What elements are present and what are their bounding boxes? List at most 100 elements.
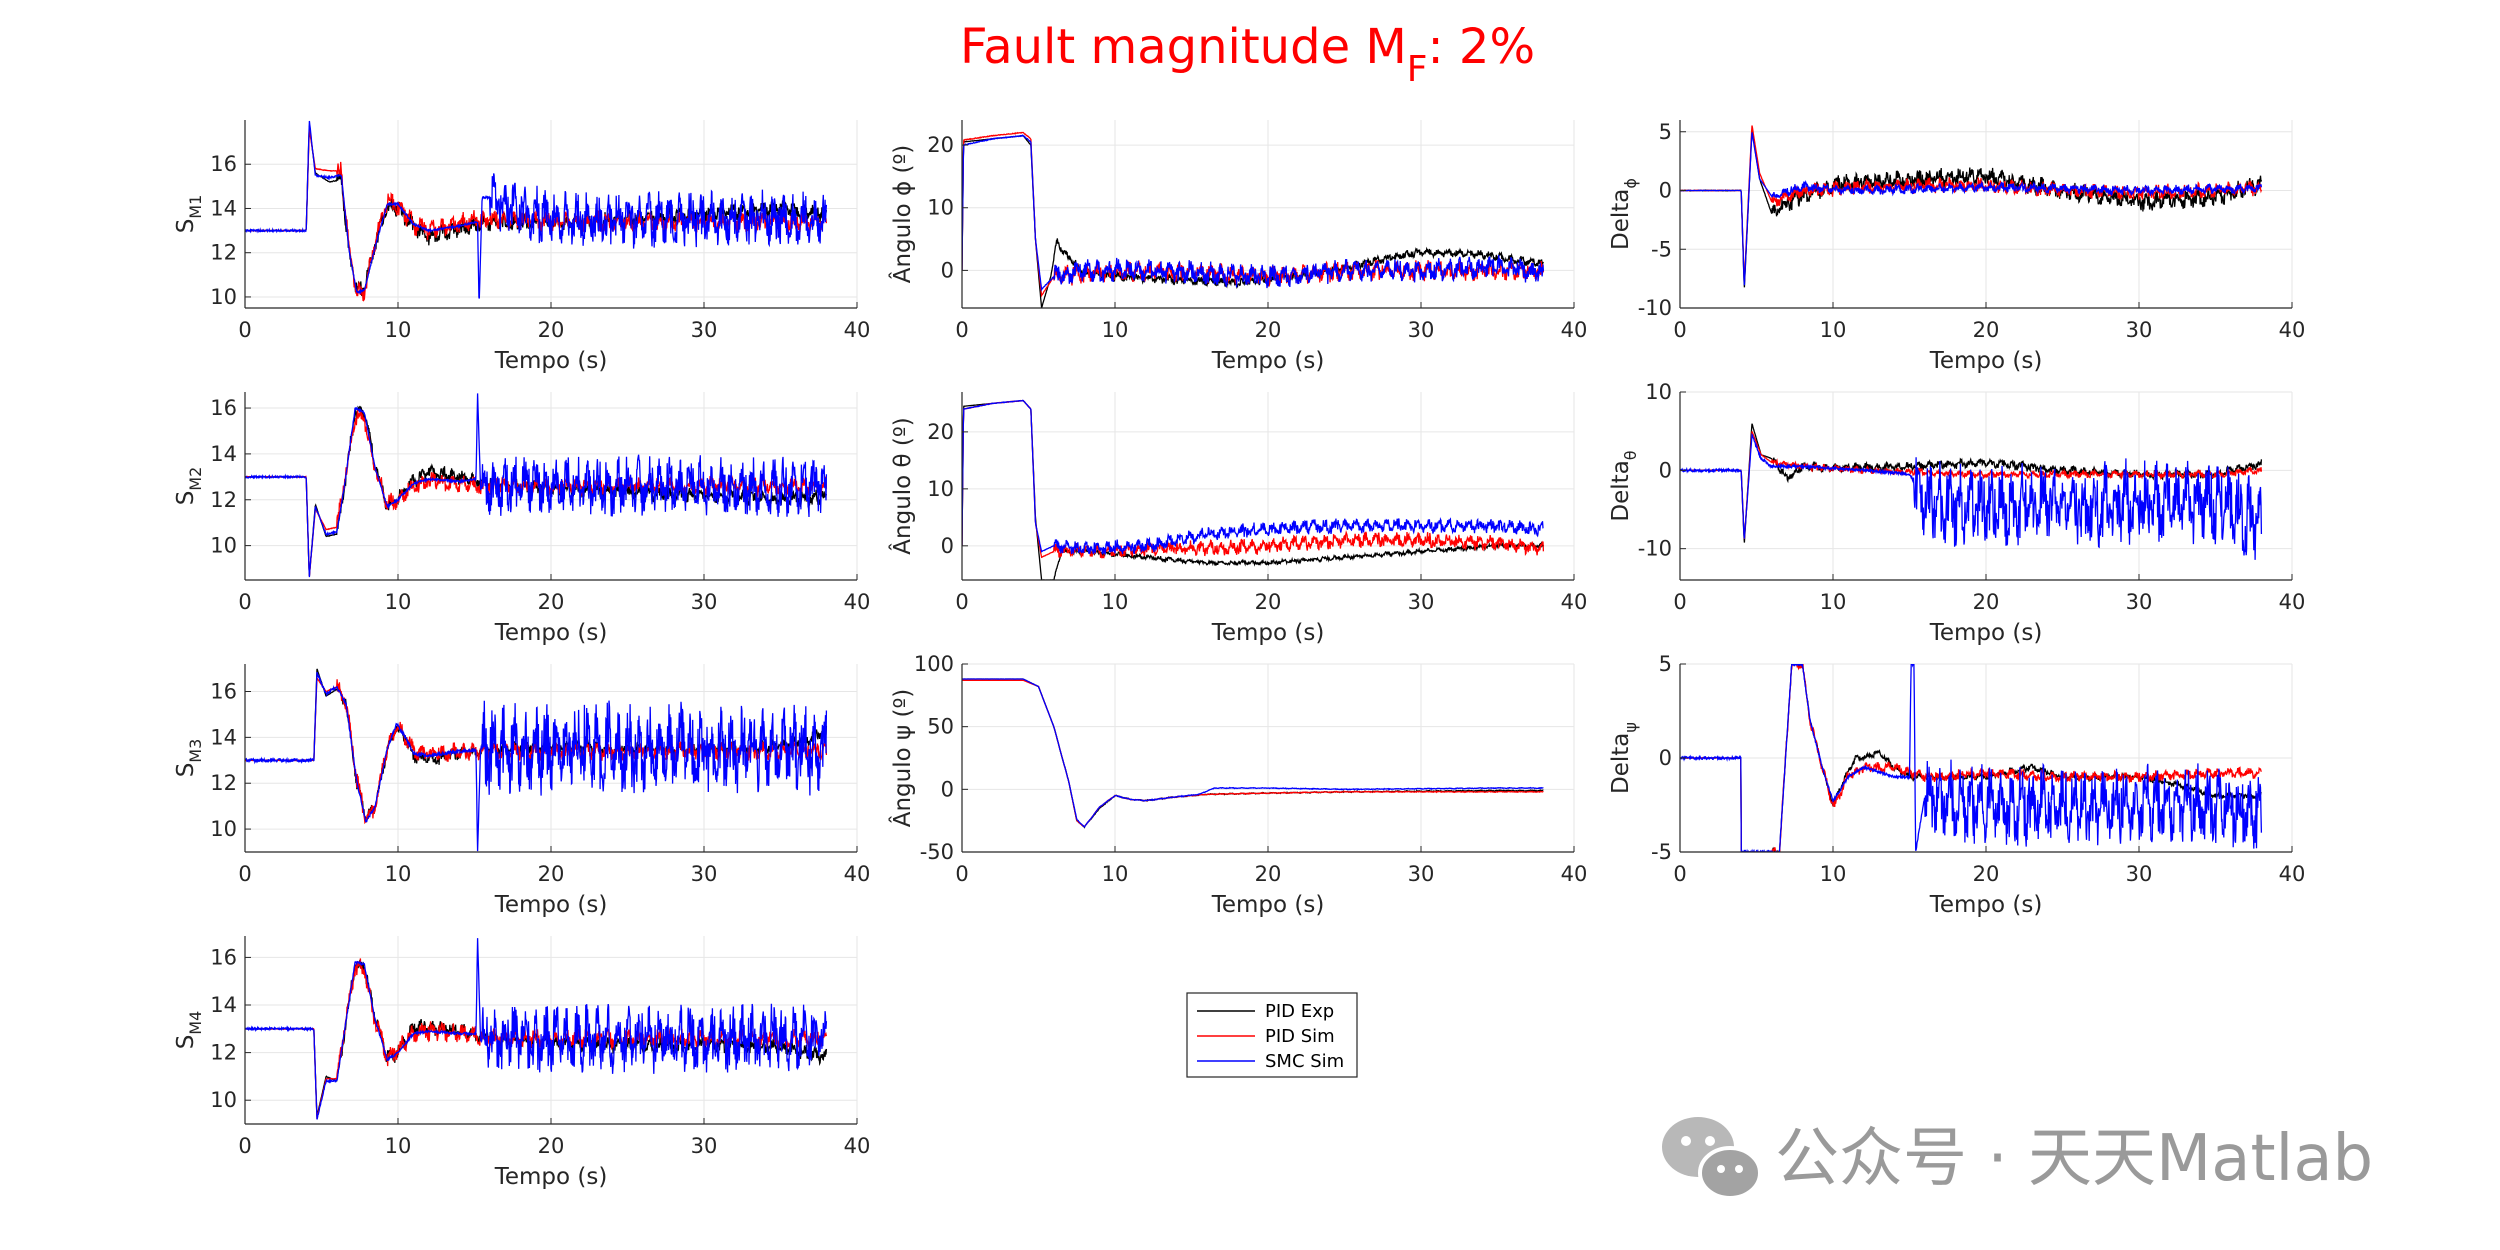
x-tick-label: 20 <box>1973 318 2000 342</box>
y-tick-label: -10 <box>1638 296 1672 320</box>
x-axis-label: Tempo (s) <box>494 620 608 646</box>
y-tick-label: 20 <box>927 133 954 157</box>
x-tick-label: 20 <box>1973 862 2000 886</box>
series-line-pid-sim <box>962 399 1545 559</box>
y-tick-label: 14 <box>210 725 237 749</box>
series-line-pid-exp <box>962 135 1544 308</box>
x-tick-label: 20 <box>1255 318 1282 342</box>
y-tick-label: 12 <box>210 1041 237 1065</box>
x-axis-label: Tempo (s) <box>1929 620 2043 646</box>
series-line-smc-sim <box>962 399 1544 555</box>
y-tick-label: 12 <box>210 241 237 265</box>
x-tick-label: 30 <box>691 1134 718 1158</box>
series-line-smc-sim <box>245 671 828 852</box>
subplot-theta: 0 10 20 30 40 0 10 20 Tempo (s) Ângulo θ (º) <box>888 392 1587 646</box>
y-tick-label: 20 <box>927 420 954 444</box>
x-tick-label: 20 <box>1255 862 1282 886</box>
series-line-smc-sim <box>245 120 828 299</box>
y-tick-label: 10 <box>927 477 954 501</box>
x-tick-label: 40 <box>844 590 871 614</box>
y-axis-label: Deltaψ <box>1608 722 1640 794</box>
y-tick-label: -5 <box>1651 840 1672 864</box>
figure-title: Fault magnitude MF: 2% <box>960 19 1535 90</box>
x-tick-label: 20 <box>538 318 565 342</box>
series-line-smc-sim <box>1680 433 2263 560</box>
x-tick-label: 30 <box>1408 590 1435 614</box>
x-tick-label: 10 <box>1820 590 1847 614</box>
y-tick-label: -50 <box>920 840 954 864</box>
x-tick-label: 20 <box>538 590 565 614</box>
y-axis-label: Ângulo ψ (º) <box>888 689 916 828</box>
x-axis-label: Tempo (s) <box>1211 348 1325 374</box>
x-tick-label: 0 <box>1673 590 1686 614</box>
x-tick-label: 20 <box>538 1134 565 1158</box>
watermark-text: 公众号 · 天天Matlab <box>1775 1122 2373 1196</box>
x-tick-label: 40 <box>2279 590 2306 614</box>
y-tick-label: 100 <box>914 652 954 676</box>
y-tick-label: 5 <box>1659 120 1672 144</box>
x-tick-label: 30 <box>1408 862 1435 886</box>
x-tick-label: 30 <box>2126 318 2153 342</box>
legend-box <box>1186 992 1358 1078</box>
series-line-smc-sim <box>962 678 1544 828</box>
x-axis-label: Tempo (s) <box>1929 892 2043 918</box>
x-axis-label: Tempo (s) <box>494 1164 608 1190</box>
x-tick-label: 10 <box>385 1134 412 1158</box>
x-tick-label: 20 <box>1255 590 1282 614</box>
y-tick-label: 10 <box>210 1088 237 1112</box>
x-axis-label: Tempo (s) <box>494 348 608 374</box>
y-axis-label: Deltaθ <box>1608 450 1640 521</box>
subplot-sm2: 0 10 20 30 40 10 12 14 16 Tempo (s) SM2 <box>173 392 870 646</box>
y-tick-label: -10 <box>1638 537 1672 561</box>
subplot-dtheta: 0 10 20 30 40 -10 0 10 Tempo (s) Deltaθ <box>1608 380 2305 646</box>
x-tick-label: 40 <box>844 862 871 886</box>
legend-label: SMC Sim <box>1265 1051 1344 1072</box>
x-tick-label: 0 <box>955 862 968 886</box>
y-tick-label: 10 <box>927 196 954 220</box>
x-tick-label: 10 <box>1102 862 1129 886</box>
y-tick-label: 0 <box>1659 746 1672 770</box>
x-tick-label: 40 <box>2279 318 2306 342</box>
y-axis-label: SM1 <box>173 195 205 234</box>
series-line-pid-exp <box>1680 129 2263 288</box>
x-tick-label: 0 <box>238 862 251 886</box>
x-tick-label: 10 <box>385 862 412 886</box>
series-line-pid-exp <box>962 399 1545 580</box>
x-tick-label: 10 <box>1102 590 1129 614</box>
y-tick-label: -5 <box>1651 237 1672 261</box>
y-axis-label: SM4 <box>173 1011 205 1050</box>
x-tick-label: 10 <box>1820 862 1847 886</box>
x-tick-label: 40 <box>1561 318 1588 342</box>
y-axis-label: SM2 <box>173 467 205 506</box>
x-tick-label: 30 <box>691 590 718 614</box>
y-tick-label: 10 <box>1645 380 1672 404</box>
y-tick-label: 0 <box>941 534 954 558</box>
legend-label: PID Exp <box>1265 1001 1334 1022</box>
legend-label: PID Sim <box>1265 1026 1335 1047</box>
x-tick-label: 0 <box>238 1134 251 1158</box>
subplot-phi: 0 10 20 30 40 0 10 20 Tempo (s) Ângulo ϕ (º) <box>888 120 1587 374</box>
subplot-dphi: 0 10 20 30 40 -10 -5 0 5 Tempo (s) Deltaϕ <box>1608 120 2305 374</box>
x-tick-label: 30 <box>691 862 718 886</box>
series-line-smc-sim <box>1680 664 2263 852</box>
series-line-smc-sim <box>245 938 828 1120</box>
y-tick-label: 16 <box>210 152 237 176</box>
x-tick-label: 30 <box>2126 590 2153 614</box>
y-tick-label: 16 <box>210 396 237 420</box>
series-line-smc-sim <box>245 393 828 578</box>
x-tick-label: 0 <box>238 318 251 342</box>
x-tick-label: 0 <box>1673 318 1686 342</box>
y-tick-label: 0 <box>1659 179 1672 203</box>
y-tick-label: 16 <box>210 945 237 969</box>
x-tick-label: 0 <box>1673 862 1686 886</box>
x-tick-label: 40 <box>2279 862 2306 886</box>
x-tick-label: 30 <box>691 318 718 342</box>
y-tick-label: 50 <box>927 715 954 739</box>
